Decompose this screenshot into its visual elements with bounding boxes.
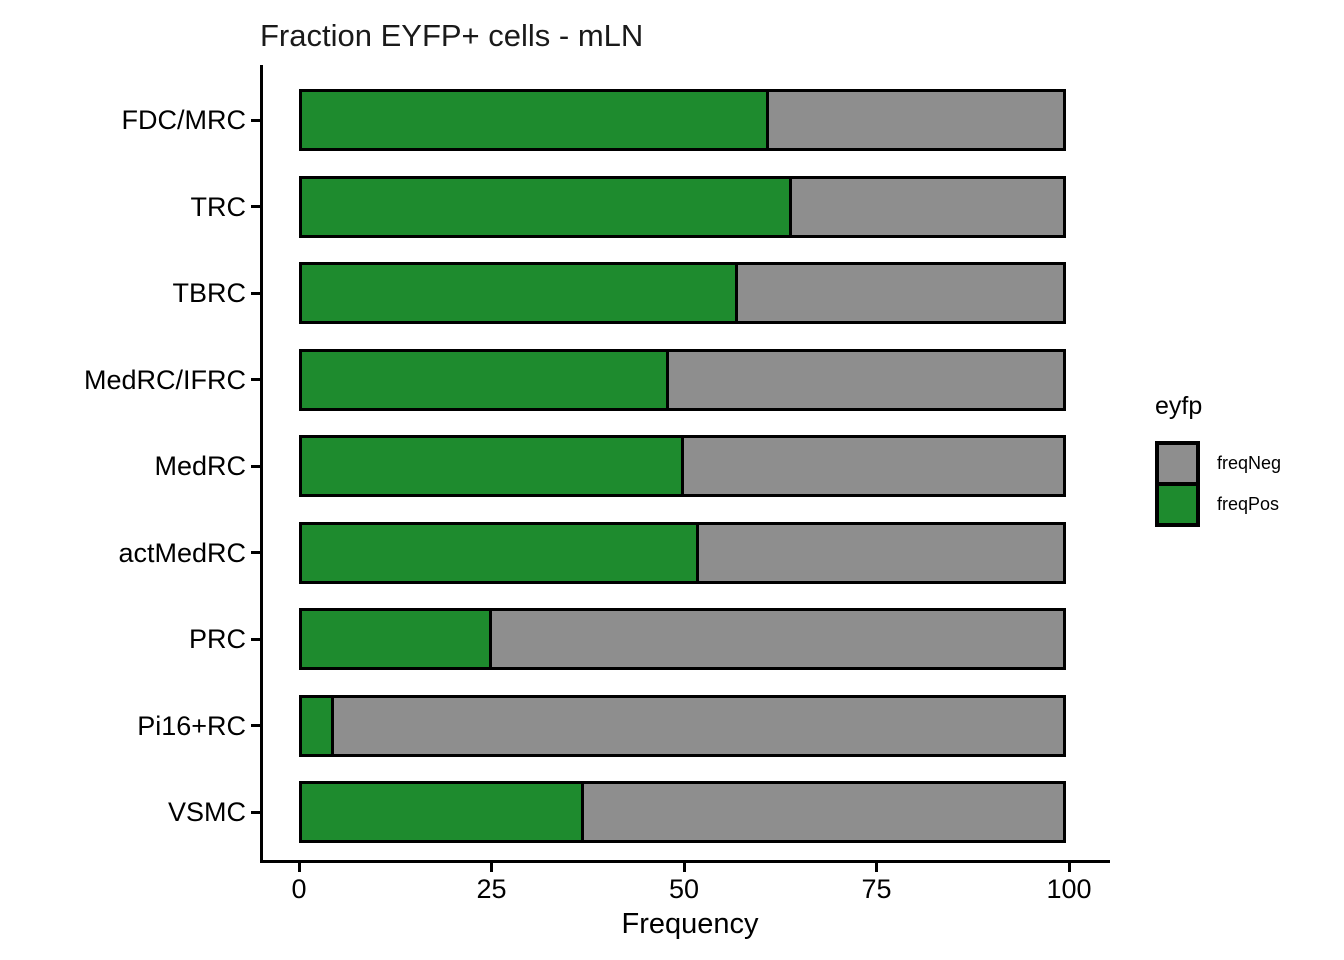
x-axis-tick-label: 50	[668, 874, 700, 904]
y-axis-label: MedRC/IFRC	[83, 364, 246, 395]
y-axis-label: VSMC	[167, 797, 246, 827]
legend-swatch	[1155, 482, 1200, 527]
plot-area	[260, 65, 1110, 863]
legend-item: freqPos	[1155, 482, 1281, 527]
y-axis-label: TBRC	[172, 278, 247, 308]
legend-label: freqPos	[1217, 494, 1280, 514]
y-axis-label: Pi16+RC	[137, 710, 246, 741]
y-axis-tick	[251, 291, 260, 295]
bar-segment-freqpos	[299, 521, 700, 584]
bar-segment-freqpos	[299, 694, 334, 757]
y-axis-tick	[251, 205, 260, 208]
bar-segment-freqneg	[580, 781, 1066, 843]
x-axis-tick	[1067, 863, 1071, 872]
x-axis-tick	[490, 863, 493, 872]
legend-swatch	[1155, 441, 1200, 486]
legend-title: eyfp	[1155, 392, 1203, 420]
y-axis-label: FDC/MRC	[121, 105, 246, 135]
bar-row	[299, 781, 1066, 843]
bar-row	[299, 89, 1066, 151]
bar-segment-freqneg	[488, 608, 1066, 670]
bar-segment-freqpos	[299, 348, 669, 411]
bar-row	[299, 435, 1066, 497]
bar-segment-freqpos	[299, 435, 684, 497]
x-axis-title: Frequency	[621, 908, 759, 940]
y-axis-label: TRC	[190, 191, 247, 222]
y-axis-label: actMedRC	[118, 537, 246, 568]
bar-row	[299, 348, 1066, 411]
y-axis-label: MedRC	[154, 451, 246, 481]
bar-row	[299, 694, 1066, 757]
bar-segment-freqpos	[299, 781, 584, 843]
bar-segment-freqpos	[299, 175, 792, 238]
bar-segment-freqpos	[299, 89, 769, 151]
x-axis-tick	[875, 863, 878, 872]
legend-label: freqNeg	[1217, 453, 1282, 473]
bar-segment-freqneg	[765, 89, 1066, 151]
x-axis-tick	[297, 863, 301, 872]
y-axis-tick	[251, 378, 260, 381]
bar-segment-freqneg	[734, 262, 1066, 324]
y-axis-tick	[251, 724, 260, 727]
bar-row	[299, 262, 1066, 324]
x-axis-tick-label: 0	[291, 874, 307, 904]
bar-segment-freqneg	[788, 175, 1066, 238]
bar-segment-freqneg	[665, 348, 1066, 411]
legend: eyfp freqNeg freqPos	[1155, 392, 1281, 527]
bar-segment-freqpos	[299, 262, 738, 324]
legend-item: freqNeg	[1155, 441, 1281, 486]
y-axis-tick	[251, 551, 260, 554]
x-axis-tick-label: 100	[1046, 874, 1092, 904]
bar-row	[299, 175, 1066, 238]
x-axis-tick	[682, 863, 686, 872]
bar-row	[299, 521, 1066, 584]
y-axis-tick	[251, 637, 260, 641]
chart-title: Fraction EYFP+ cells - mLN	[260, 18, 644, 53]
bar-segment-freqneg	[330, 694, 1066, 757]
y-axis-label: PRC	[188, 624, 246, 654]
bar-segment-freqpos	[299, 608, 492, 670]
y-axis-tick	[251, 810, 260, 814]
bar-segment-freqneg	[696, 521, 1066, 584]
x-axis-tick-label: 25	[476, 874, 507, 904]
bar-row	[299, 608, 1066, 670]
y-axis-tick	[251, 464, 260, 468]
y-axis-tick	[251, 118, 260, 122]
x-axis-tick-label: 75	[861, 874, 892, 904]
legend-items: freqNeg freqPos	[1155, 441, 1281, 527]
bar-segment-freqneg	[681, 435, 1066, 497]
